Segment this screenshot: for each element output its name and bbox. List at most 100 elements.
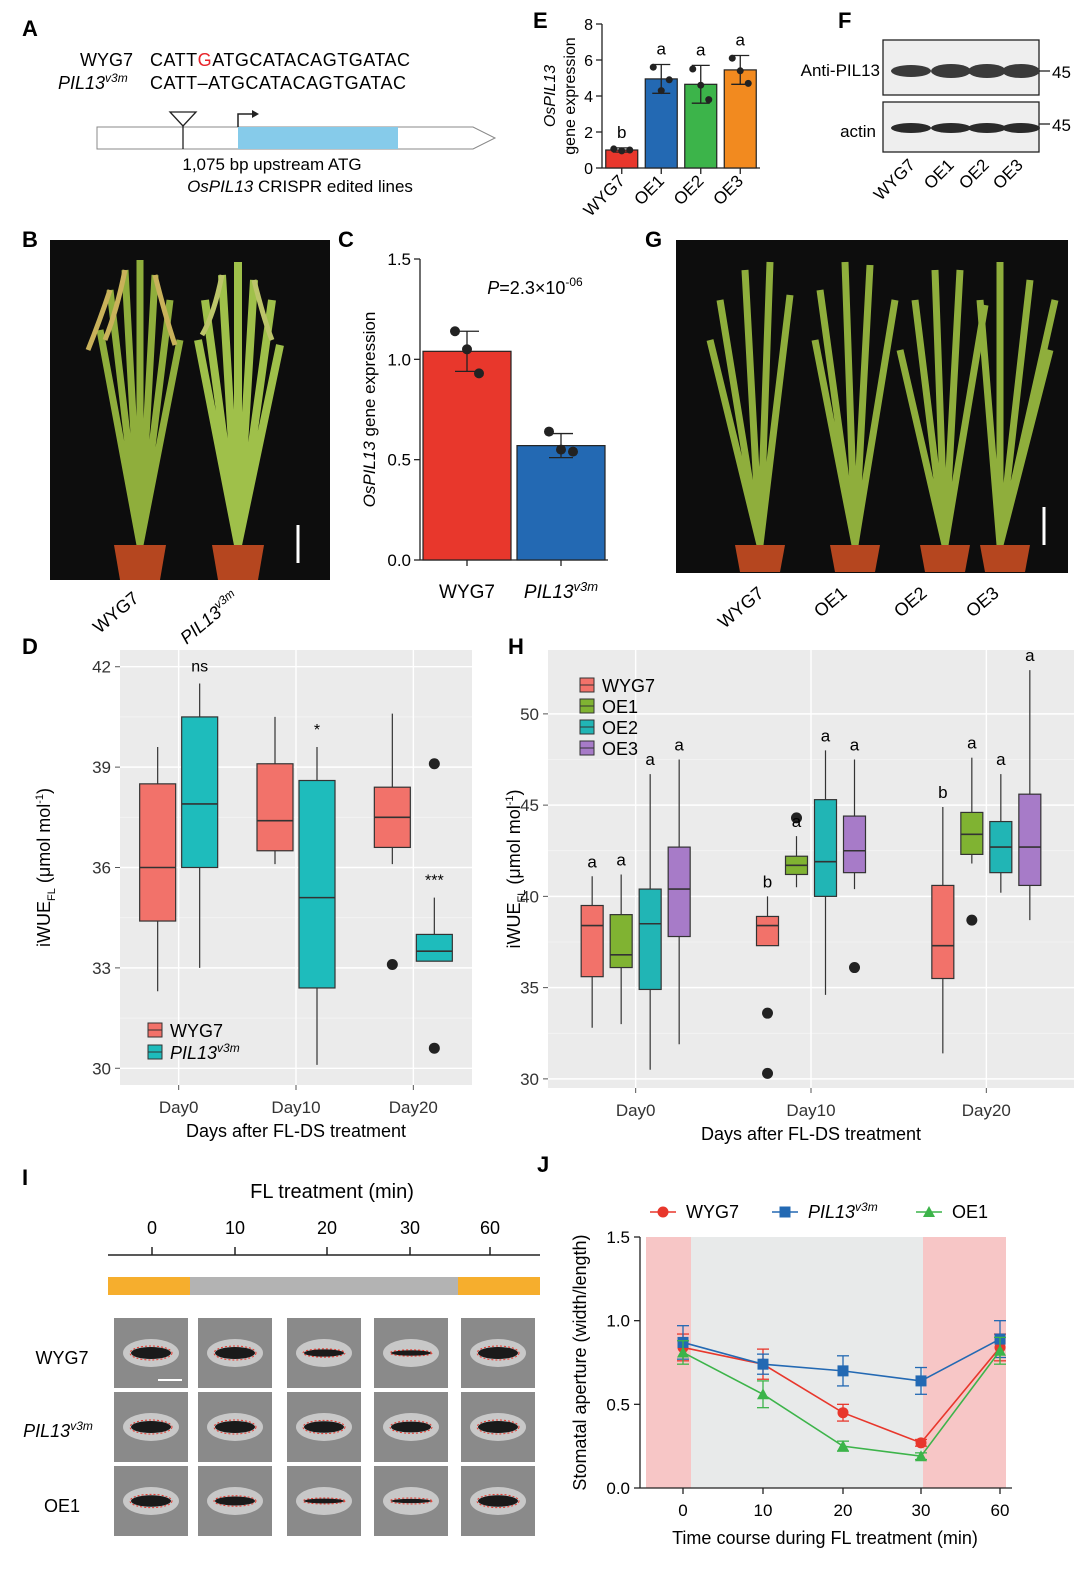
- bar: [516, 445, 606, 561]
- significance-letter: a: [674, 736, 684, 755]
- panel-letter-e: E: [533, 8, 548, 33]
- panel-letter-a: A: [22, 16, 38, 41]
- y-tick-label: 40: [520, 887, 539, 906]
- row-label-pil13-sup: v3m: [70, 1419, 93, 1433]
- y-tick-label: 6: [584, 53, 593, 70]
- legend-label: OE3: [602, 739, 638, 759]
- photo-g-label-wyg7: WYG7: [714, 583, 767, 632]
- pot-g-4: [980, 545, 1030, 572]
- significance-letter: b: [938, 783, 947, 802]
- data-point: [689, 65, 697, 73]
- pore-outline: [476, 1419, 520, 1435]
- data-point: [450, 326, 460, 337]
- data-point: [556, 444, 566, 455]
- legend-label-main: PIL13: [170, 1043, 217, 1063]
- box: [667, 846, 691, 938]
- tss-arrow: [237, 113, 252, 127]
- p-value-annotation: P=2.3×10-06: [487, 275, 583, 298]
- data-point: [705, 96, 713, 104]
- data-point: [728, 54, 736, 62]
- significance-annotation: ns: [191, 658, 208, 675]
- x-tick-label: Day10: [271, 1098, 320, 1117]
- outlier-point: [428, 758, 440, 770]
- y-tick-label: 0.0: [387, 551, 411, 570]
- x-tick-label: Day0: [159, 1098, 199, 1117]
- x-tick-label-main: PIL13: [524, 582, 574, 603]
- y-axis-label-rest: gene expression: [360, 312, 379, 441]
- photo-b-label-pil13: PIL13v3m: [175, 586, 243, 648]
- pore-outline: [129, 1493, 173, 1509]
- y-axis-label-unit: (μmol mol: [504, 805, 524, 889]
- pot-g-3: [920, 545, 970, 572]
- y-tick-label: 30: [92, 1059, 111, 1078]
- box: [139, 783, 177, 922]
- data-point: [610, 145, 618, 153]
- legend-marker: [923, 1206, 935, 1217]
- box: [1018, 793, 1042, 887]
- y-axis-label-sub: FL: [516, 890, 528, 903]
- x-axis-label: Days after FL-DS treatment: [186, 1121, 406, 1141]
- p-value-exp: -06: [565, 275, 583, 289]
- data-point: [665, 76, 673, 84]
- photo-b-background: [50, 240, 330, 580]
- box: [931, 884, 955, 980]
- stomatal-pore: [478, 1495, 518, 1507]
- panel-letter-d: D: [22, 634, 38, 659]
- box: [755, 915, 780, 947]
- x-tick-label: OE3: [710, 171, 747, 208]
- y-axis-label-main: iWUE: [34, 901, 54, 947]
- micrograph-grid: [114, 1318, 535, 1536]
- plant-wyg7: [85, 260, 184, 546]
- blot-label-actin: actin: [840, 122, 876, 141]
- stomatal-pore: [478, 1347, 518, 1359]
- y-tick-label: 0.0: [606, 1479, 630, 1498]
- y-axis-label: iWUEFL (μmol mol-1): [34, 788, 58, 947]
- stomatal-pore: [215, 1496, 255, 1506]
- pore-outline: [129, 1419, 173, 1435]
- stomatal-pore: [304, 1349, 344, 1357]
- stomatal-pore: [131, 1495, 171, 1507]
- legend-label-sup: v3m: [855, 1200, 878, 1214]
- y-axis-label-main: iWUE: [504, 903, 524, 949]
- significance-letter: a: [657, 40, 667, 59]
- mw-label-2: 45: [1052, 116, 1071, 135]
- time-label-60: 60: [480, 1218, 500, 1238]
- row-label-pil13-main: PIL13: [23, 1421, 70, 1441]
- data-point: [994, 1344, 1006, 1356]
- y-tick-label: 0.5: [387, 451, 411, 470]
- y-axis-label: OsPIL13 gene expression: [360, 312, 379, 508]
- pot-g-1: [735, 545, 785, 572]
- panel-letter-j: J: [537, 1152, 549, 1177]
- y-axis-label-unit-sup: -1: [504, 796, 516, 806]
- legend-label: OE2: [602, 718, 638, 738]
- time-label-20: 20: [317, 1218, 337, 1238]
- significance-letter: a: [967, 734, 977, 753]
- panel-g: WYG7 OE1 OE2 OE3: [676, 240, 1068, 632]
- legend-label: PIL13v3m: [170, 1041, 240, 1063]
- y-tick-label: 1.5: [387, 250, 411, 269]
- stomatal-pore: [478, 1421, 518, 1433]
- legend-label: OE1: [952, 1202, 988, 1222]
- chart-j: 0.0 0.5 1.0 1.5 0 10 20 30 60 WYG7 PIL13v3m OE1 Stom…: [570, 1200, 1012, 1548]
- stomatal-pore: [304, 1498, 344, 1504]
- x-tick-label: 30: [912, 1501, 931, 1520]
- pore-outline: [302, 1348, 346, 1358]
- photo-b-label-wyg7: WYG7: [89, 588, 142, 637]
- y-axis-label-line2: gene expression: [562, 37, 579, 154]
- photo-g-label-oe2: OE2: [890, 583, 930, 621]
- box: [181, 716, 219, 869]
- significance-annotation: ***: [425, 873, 444, 890]
- x-axis-label: Days after FL-DS treatment: [701, 1124, 921, 1144]
- pore-outline: [213, 1495, 257, 1507]
- data-point: [837, 1407, 849, 1419]
- y-tick-label: 39: [92, 758, 111, 777]
- outlier-point: [849, 962, 860, 974]
- y-tick-label: 0.5: [606, 1395, 630, 1414]
- tss-arrowhead: [252, 110, 259, 118]
- panel-letter-i: I: [22, 1165, 28, 1190]
- box: [638, 888, 662, 991]
- legend-label-main: PIL13: [808, 1202, 855, 1222]
- significance-letter: a: [850, 736, 860, 755]
- chart-d: 30 33 36 39 42 Day0 ns Day10 * Day20 *** iWUEFL (μm…: [34, 650, 472, 1141]
- data-point: [915, 1437, 927, 1449]
